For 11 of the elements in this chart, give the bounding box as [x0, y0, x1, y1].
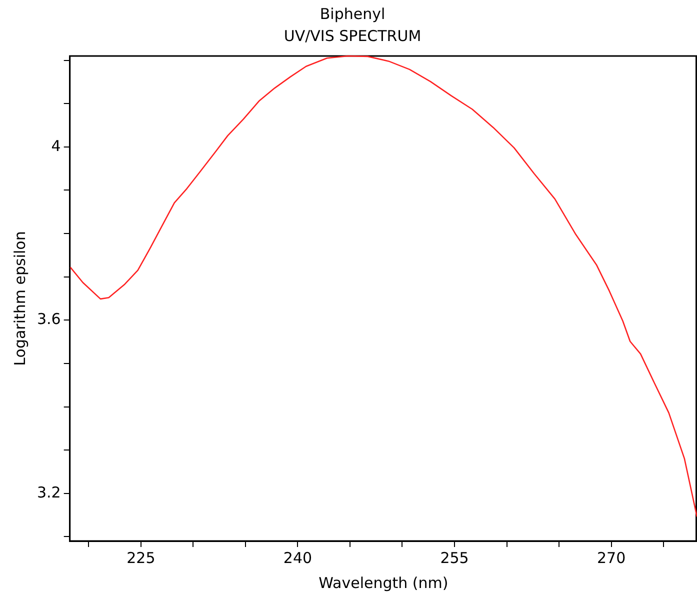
x-tick-label: 225 — [126, 548, 156, 567]
chart-subtitle: UV/VIS SPECTRUM — [284, 26, 422, 45]
y-tick-label: 3.6 — [36, 310, 61, 328]
chart-title: Biphenyl — [320, 4, 386, 23]
x-tick-label: 240 — [283, 548, 312, 567]
y-axis-title: Logarithm epsilon — [10, 231, 29, 366]
x-tick-label: 270 — [596, 548, 626, 567]
x-tick-label: 255 — [440, 548, 469, 567]
x-axis-title: Wavelength (nm) — [318, 574, 448, 592]
y-tick-label: 4 — [51, 136, 61, 155]
y-tick-label: 3.2 — [36, 483, 61, 502]
